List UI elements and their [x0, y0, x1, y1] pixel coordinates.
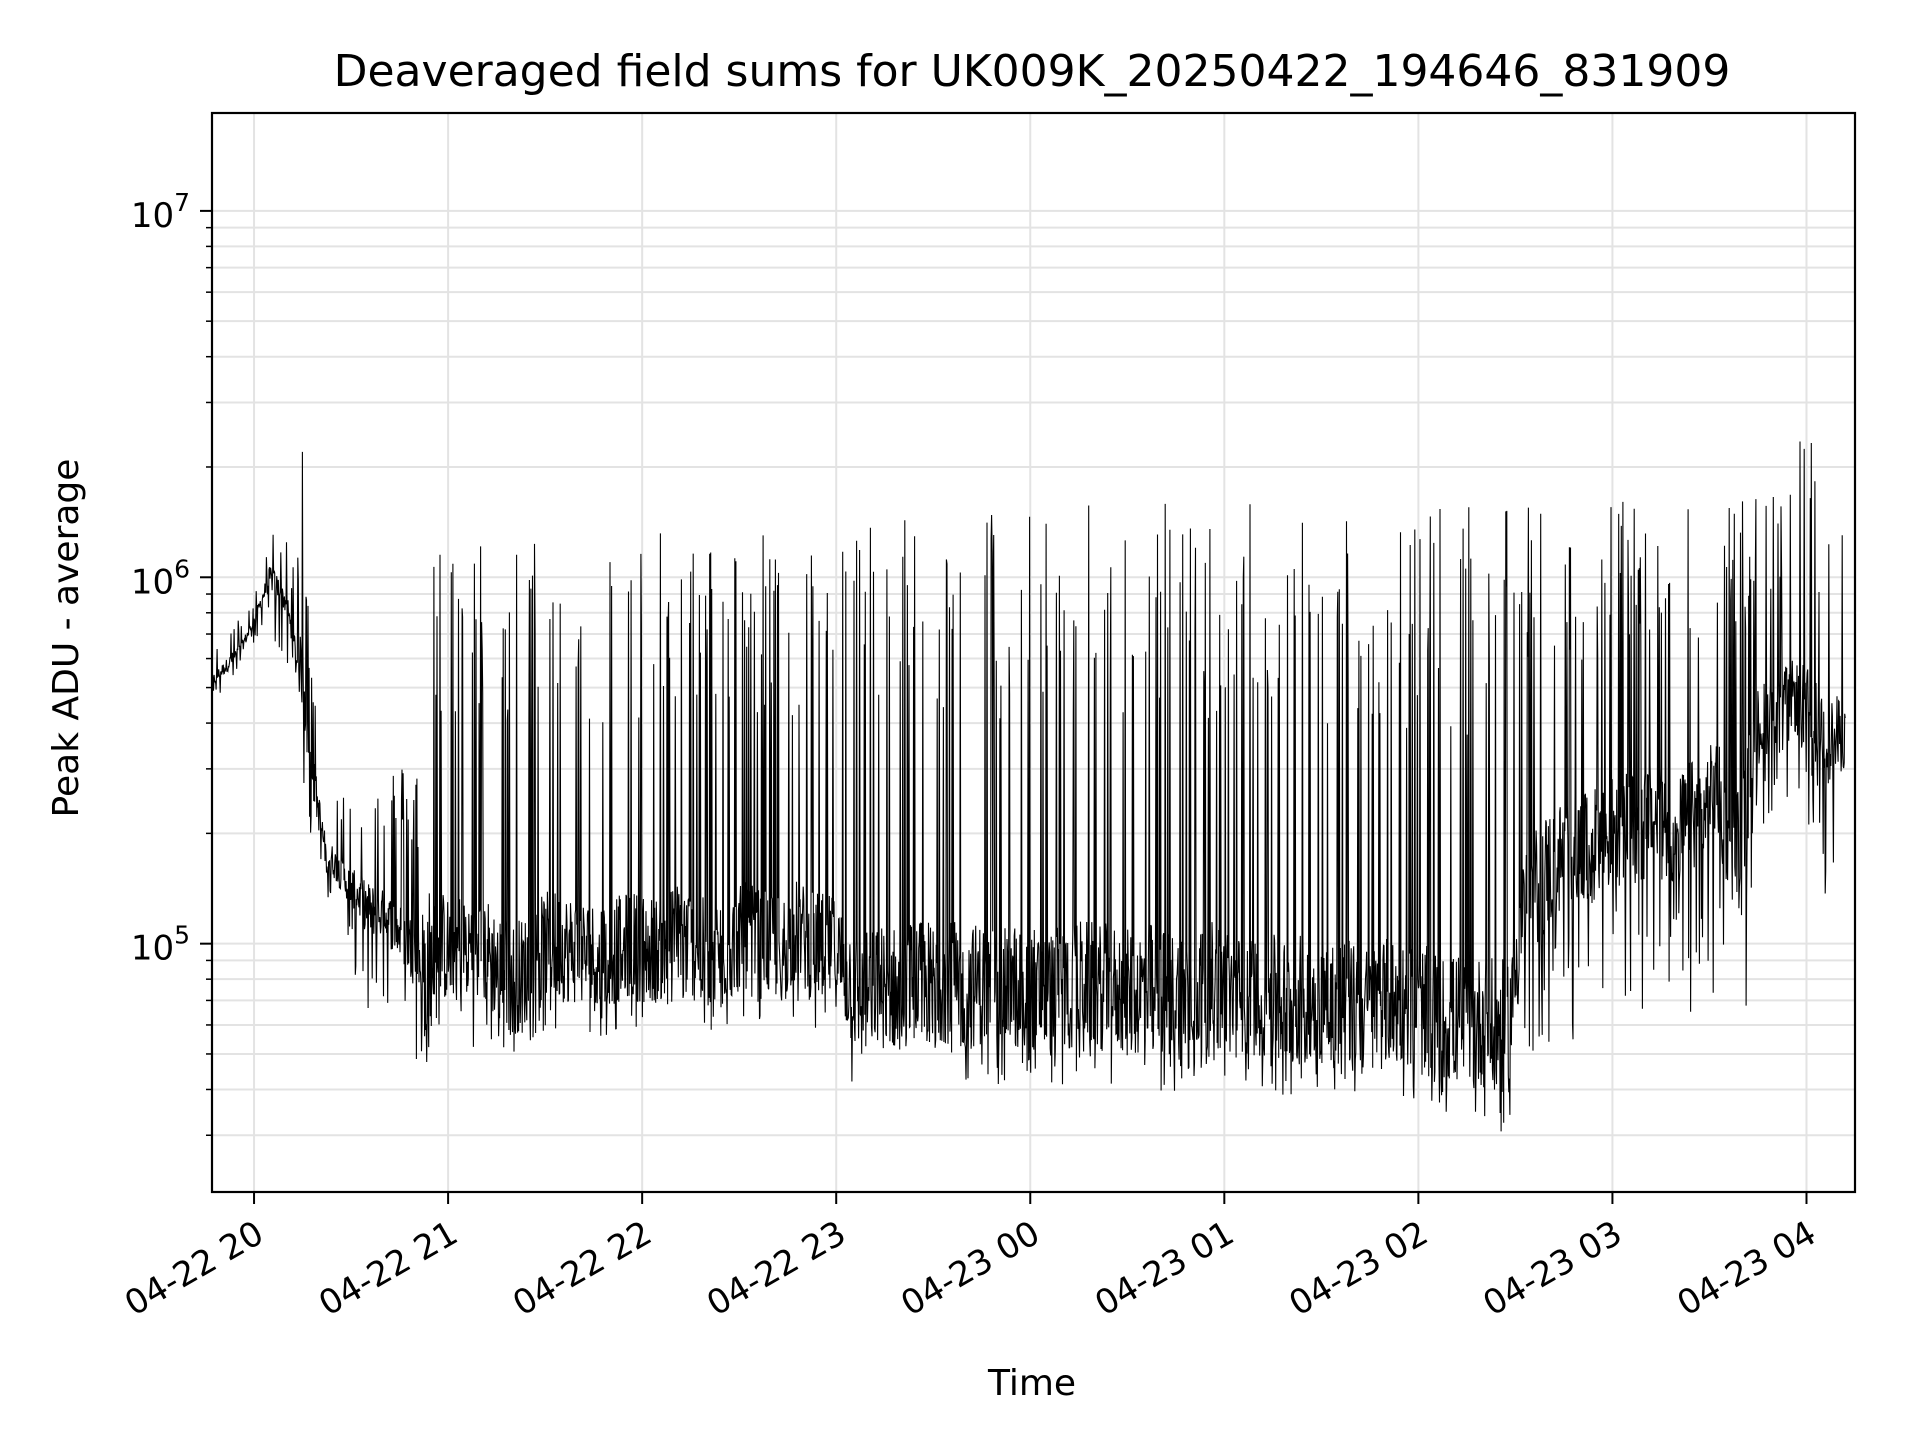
- y-tick-label: 107: [131, 188, 190, 236]
- x-axis-label: Time: [987, 1363, 1076, 1404]
- y-tick-base: 10: [131, 929, 174, 969]
- y-axis-label: Peak ADU - average: [46, 459, 87, 818]
- y-tick-exponent: 6: [174, 554, 190, 583]
- series-path: [212, 441, 1846, 1132]
- series-line: [212, 441, 1846, 1132]
- y-tick-exponent: 5: [174, 921, 190, 950]
- chart-title: Deaveraged field sums for UK009K_2025042…: [334, 46, 1731, 97]
- y-tick-label: 105: [131, 921, 190, 969]
- y-tick-label: 106: [131, 554, 190, 602]
- y-tick-base: 10: [131, 196, 174, 236]
- plot-frame: [210, 111, 1857, 1194]
- y-tick-base: 10: [131, 562, 174, 602]
- y-tick-exponent: 7: [174, 188, 190, 217]
